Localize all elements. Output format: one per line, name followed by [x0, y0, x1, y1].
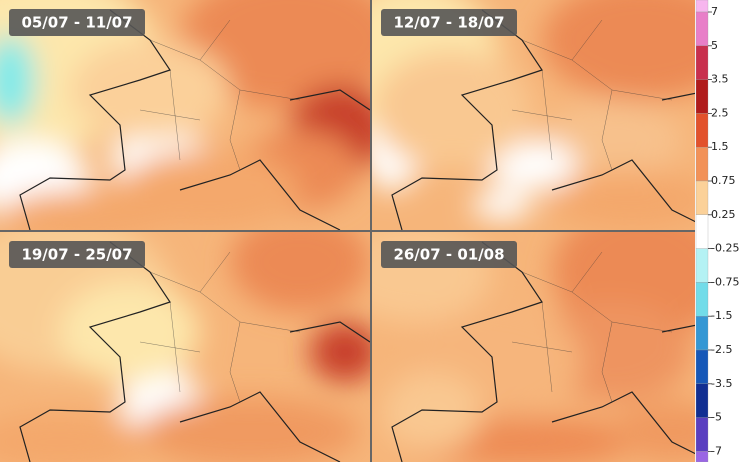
- legend-swatch: [695, 11, 709, 46]
- legend-swatch: [695, 316, 709, 351]
- anomaly-field: [372, 232, 695, 462]
- anomaly-region: [0, 190, 180, 230]
- legend-label: -0.75: [711, 275, 739, 288]
- legend-swatch: [695, 147, 709, 182]
- borders: [511, 251, 673, 403]
- legend-label: 3.5: [711, 73, 729, 86]
- legend-swatch: [695, 180, 709, 215]
- legend-label: -1.5: [711, 309, 732, 322]
- legend-label: -2.5: [711, 343, 732, 356]
- panel-label-box: [9, 9, 145, 36]
- legend-swatch: [695, 383, 709, 418]
- panel-label: 05/07 - 11/07: [21, 14, 132, 32]
- legend-swatch: [695, 45, 709, 80]
- legend-label: -0.25: [711, 242, 739, 255]
- coastline: [551, 92, 695, 223]
- anomaly-region: [542, 0, 695, 100]
- anomaly-region: [70, 40, 230, 140]
- coastline: [551, 324, 695, 455]
- anomaly-region: [310, 322, 370, 382]
- anomaly-field: [0, 232, 370, 462]
- legend-swatch: [695, 79, 709, 114]
- legend-label: -5: [711, 411, 722, 424]
- legend-swatch: [695, 248, 709, 283]
- legend-label: 2.5: [711, 106, 729, 119]
- map-panel: [0, 232, 370, 462]
- legend-label: -3.5: [711, 377, 732, 390]
- legend-swatch: [695, 417, 709, 452]
- legend-label: 0.75: [711, 174, 736, 187]
- coastline: [19, 9, 171, 230]
- legend-swatch: [695, 349, 709, 384]
- anomaly-region: [372, 50, 532, 170]
- coastline: [179, 89, 370, 230]
- anomaly-region: [552, 170, 695, 230]
- panel-label: 26/07 - 01/08: [393, 246, 504, 264]
- legend-swatch: [695, 0, 709, 13]
- anomaly-region: [230, 232, 370, 312]
- legend-label: -7: [711, 444, 722, 457]
- anomaly-region: [542, 100, 682, 180]
- anomaly-field: [0, 0, 370, 230]
- anomaly-region: [0, 35, 35, 125]
- panel-label-box: [381, 241, 517, 268]
- anomaly-field: [372, 0, 695, 230]
- anomaly-region: [612, 402, 695, 462]
- panel-label: 12/07 - 18/07: [393, 14, 504, 32]
- panel-divider: [0, 230, 695, 232]
- panel-label: 19/07 - 25/07: [21, 246, 132, 264]
- legend-label: 7: [711, 5, 718, 18]
- map-panel: [372, 0, 695, 230]
- anomaly-region: [140, 397, 360, 462]
- borders: [139, 19, 301, 171]
- legend-swatch: [695, 113, 709, 148]
- map-panel: [372, 232, 695, 462]
- coastline: [391, 9, 543, 230]
- legend-label: 1.5: [711, 140, 729, 153]
- legend-swatch: [695, 451, 709, 463]
- coastline: [19, 241, 171, 462]
- panel-label-box: [381, 9, 517, 36]
- anomaly-region: [382, 372, 482, 452]
- coastline: [391, 241, 543, 462]
- legend-swatch: [695, 214, 709, 249]
- anomaly-region: [472, 190, 532, 220]
- anomaly-region: [0, 412, 150, 462]
- legend-swatch: [695, 282, 709, 317]
- legend-label: 0.25: [711, 208, 736, 221]
- anomaly-region: [60, 282, 200, 382]
- borders: [139, 251, 301, 403]
- borders: [511, 19, 673, 171]
- panel-label-box: [9, 241, 145, 268]
- legend-label: 5: [711, 39, 718, 52]
- anomaly-region: [487, 140, 577, 190]
- coastline: [179, 321, 370, 462]
- map-panel: [0, 0, 370, 230]
